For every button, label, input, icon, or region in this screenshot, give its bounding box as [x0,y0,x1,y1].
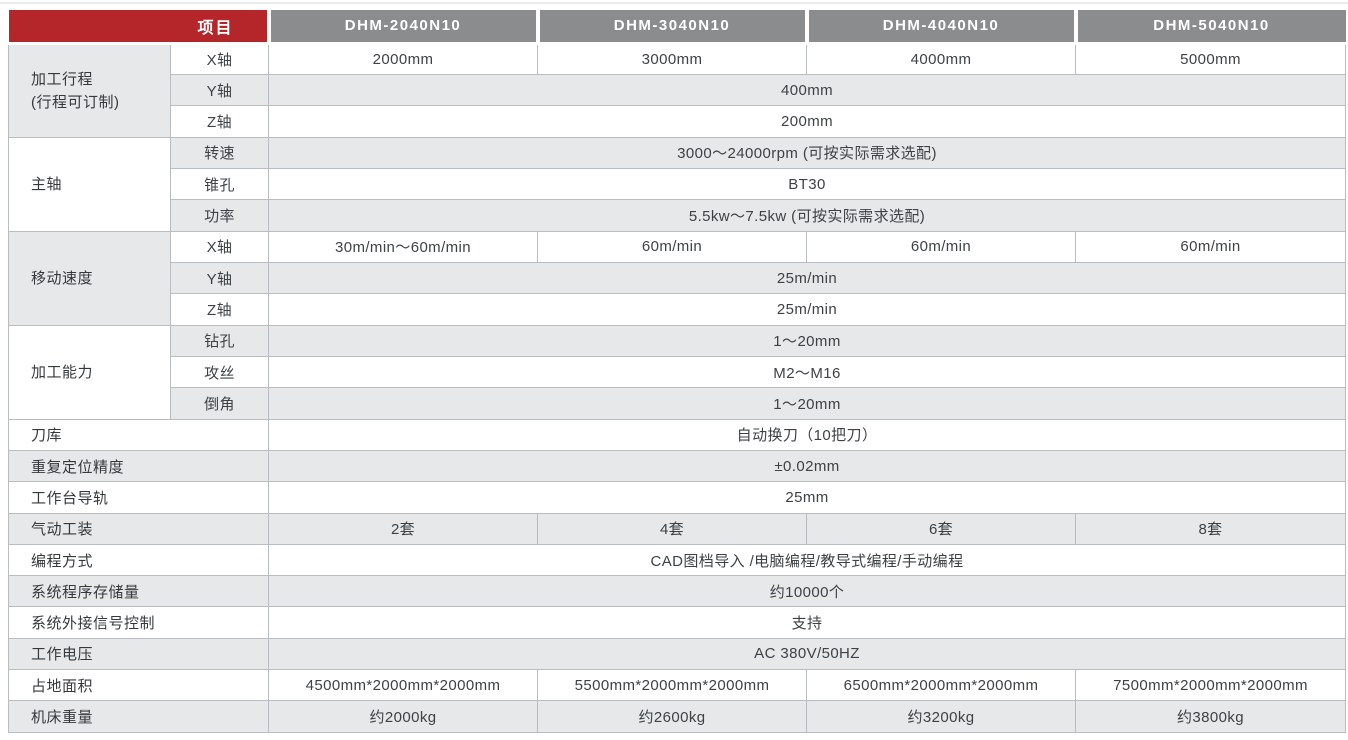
table-row: Z轴 200mm [9,105,1347,138]
value-cell: 3000～24000rpm (可按实际需求选配) [268,136,1347,170]
value-cell: 6500mm*2000mm*2000mm [806,669,1077,702]
value-cell: 约2600kg [537,700,808,733]
page-top-divider [0,2,1348,4]
category-cell: 加工行程 (行程可订制) [8,42,171,138]
value-cell: 6套 [806,512,1077,545]
table-row: 编程方式 CAD图档导入 /电脑编程/教导式编程/手动编程 [7,543,1347,577]
value-cell: 200mm [268,105,1347,138]
subitem-cell: Y轴 [169,74,270,107]
table-row: 工作电压 AC 380V/50HZ [7,637,1347,671]
category-cell: 主轴 [8,136,171,232]
header-item-cell: 项目 [8,10,269,45]
value-cell: 1～20mm [268,324,1347,357]
value-cell: 8套 [1075,512,1347,545]
value-cell: BT30 [268,168,1347,201]
value-cell: 约3200kg [806,700,1077,733]
table-row: 加工行程 (行程可订制) X轴 2000mm 3000mm 4000mm 500… [8,42,1347,138]
subitem-cell: 转速 [169,136,270,170]
category-cell: 移动速度 [8,230,171,326]
value-cell: 2000mm [268,42,539,76]
subitem-cell: Y轴 [169,262,270,295]
value-cell: 25mm [268,481,1347,514]
value-cell: 60m/min [537,230,808,264]
value-cell: 支持 [268,606,1347,639]
value-cell: 25m/min [268,262,1347,295]
subitem-cell: X轴 [169,230,270,264]
value-cell: 约10000个 [268,575,1347,608]
subitem-cell: X轴 [169,42,270,76]
label-cell: 占地面积 [7,669,270,702]
table-row: 倒角 1～20mm [9,387,1347,420]
table-row: 功率 5.5kw～7.5kw (可按实际需求选配) [9,199,1347,232]
label-cell: 机床重量 [7,700,270,733]
value-cell: 3000mm [537,42,808,76]
label-cell: 系统程序存储量 [7,575,270,608]
value-cell: M2～M16 [268,355,1347,389]
table-row: Y轴 400mm [9,74,1347,107]
table-row: 占地面积 4500mm*2000mm*2000mm 5500mm*2000mm*… [7,669,1347,702]
subitem-cell: 功率 [169,199,270,232]
value-cell: CAD图档导入 /电脑编程/教导式编程/手动编程 [268,543,1347,577]
value-cell: 约3800kg [1075,700,1347,733]
value-cell: 4500mm*2000mm*2000mm [268,669,539,702]
header-model-cell: DHM-4040N10 [804,10,1076,45]
category-cell: 加工能力 [8,324,171,420]
table-row: 机床重量 约2000kg 约2600kg 约3200kg 约3800kg [7,700,1347,733]
value-cell: 4套 [537,512,808,545]
subitem-cell: Z轴 [169,293,270,326]
header-model-cell: DHM-5040N10 [1073,10,1346,45]
value-cell: 60m/min [1075,230,1347,264]
subitem-cell: 锥孔 [169,168,270,201]
value-cell: 400mm [268,74,1347,107]
table-header-row: 项目 DHM-2040N10 DHM-3040N10 DHM-4040N10 D… [8,10,1346,45]
value-cell: 7500mm*2000mm*2000mm [1075,669,1347,702]
table-row: Y轴 25m/min [9,262,1347,295]
subitem-cell: 倒角 [169,387,270,420]
table-row: 重复定位精度 ±0.02mm [7,449,1347,483]
value-cell: 4000mm [806,42,1077,76]
label-cell: 系统外接信号控制 [7,606,270,639]
subitem-cell: Z轴 [169,105,270,138]
table-row: 主轴 转速 3000～24000rpm (可按实际需求选配) [8,136,1347,232]
subitem-cell: 钻孔 [169,324,270,357]
table-row: 系统程序存储量 约10000个 [7,575,1347,608]
table-row: 加工能力 钻孔 1～20mm [8,324,1347,420]
value-cell: 60m/min [806,230,1077,264]
spec-table: 项目 DHM-2040N10 DHM-3040N10 DHM-4040N10 D… [7,10,1347,733]
value-cell: 25m/min [268,293,1347,326]
value-cell: 5500mm*2000mm*2000mm [537,669,808,702]
label-cell: 工作电压 [7,637,270,671]
table-row: 攻丝 M2～M16 [9,355,1347,389]
subitem-cell: 攻丝 [169,355,270,389]
label-cell: 工作台导轨 [7,481,270,514]
value-cell: 1～20mm [268,387,1347,420]
table-row: 工作台导轨 25mm [7,481,1347,514]
table-row: 锥孔 BT30 [9,168,1347,201]
label-cell: 编程方式 [7,543,270,577]
label-cell: 气动工装 [7,512,270,545]
label-cell: 重复定位精度 [7,449,270,483]
header-model-cell: DHM-2040N10 [266,10,538,45]
table-row: 气动工装 2套 4套 6套 8套 [7,512,1347,545]
table-row: 系统外接信号控制 支持 [7,606,1347,639]
table-row: 刀库 自动换刀（10把刀） [7,418,1347,451]
value-cell: 自动换刀（10把刀） [268,418,1347,451]
value-cell: 2套 [268,512,539,545]
value-cell: ±0.02mm [268,449,1347,483]
table-row: Z轴 25m/min [9,293,1347,326]
value-cell: 5.5kw～7.5kw (可按实际需求选配) [268,199,1347,232]
value-cell: 约2000kg [268,700,539,733]
value-cell: 5000mm [1075,42,1347,76]
value-cell: AC 380V/50HZ [268,637,1347,671]
value-cell: 30m/min～60m/min [268,230,539,264]
header-model-cell: DHM-3040N10 [535,10,807,45]
table-row: 移动速度 X轴 30m/min～60m/min 60m/min 60m/min … [8,230,1347,326]
label-cell: 刀库 [7,418,270,451]
